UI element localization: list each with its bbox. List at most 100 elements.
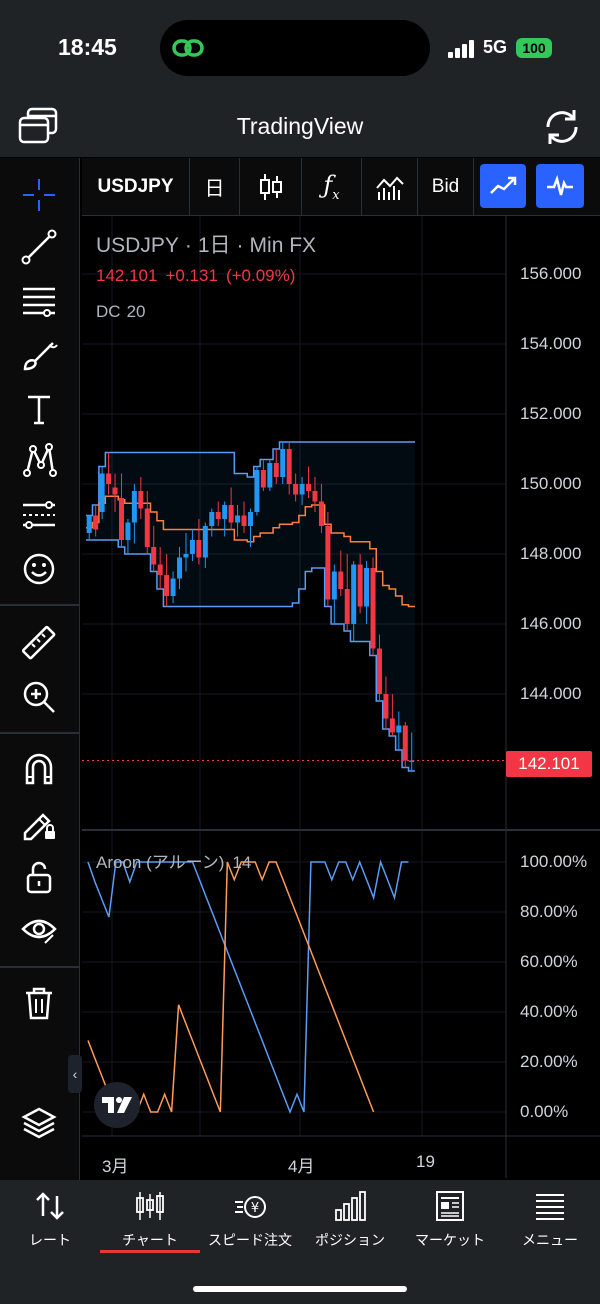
- legend-source: Min FX: [249, 234, 317, 257]
- candle: [376, 634, 382, 701]
- candle: [286, 442, 292, 495]
- bottom-nav: レート チャート ¥ スピード注文 ポジション: [0, 1180, 600, 1304]
- last-price-tag: 142.101: [506, 751, 592, 777]
- candle: [138, 477, 144, 519]
- aroon-axis-label: 100.00%: [520, 852, 588, 871]
- nav-speed-order[interactable]: ¥ スピード注文: [200, 1190, 300, 1252]
- candle: [157, 547, 163, 589]
- price-change-pct: (+0.09%): [225, 266, 296, 285]
- candle: [409, 732, 415, 771]
- legend-quote: 142.101 +0.131 (+0.09%): [96, 266, 303, 286]
- price-axis-label: 148.000: [520, 544, 582, 563]
- crosshair-icon: [23, 179, 55, 211]
- nav-market[interactable]: マーケット: [400, 1190, 500, 1252]
- unlock-tool[interactable]: [14, 854, 64, 900]
- donchian-upper: [86, 441, 415, 517]
- chart-type-button[interactable]: [240, 158, 302, 215]
- pencil-lock-icon: [23, 813, 55, 841]
- signal-icon: [448, 40, 474, 58]
- price-axis-label: 146.000: [520, 614, 582, 633]
- candle: [357, 554, 363, 614]
- emoji-tool[interactable]: [14, 546, 64, 592]
- ruler-icon: [21, 625, 56, 660]
- candle: [389, 694, 395, 736]
- nav-rate[interactable]: レート: [0, 1190, 100, 1252]
- aroon-legend[interactable]: Aroon (アルーン) 14: [96, 853, 252, 872]
- candle: [325, 512, 331, 607]
- candle: [106, 452, 112, 495]
- tradingview-logo[interactable]: [94, 1082, 140, 1128]
- candle: [196, 519, 202, 565]
- nav-chart[interactable]: チャート: [100, 1190, 200, 1252]
- chart-area[interactable]: USDJPY · 1日 · Min FX 142.101 +0.131 (+0.09%) D…: [82, 216, 600, 1178]
- candle: [93, 505, 99, 537]
- object-tree-tool[interactable]: [14, 1100, 64, 1146]
- time-axis-label: 3月: [102, 1157, 129, 1176]
- eye-icon: [21, 919, 57, 944]
- donchian-lower: [86, 539, 415, 772]
- candle: [241, 501, 247, 533]
- candle: [164, 554, 170, 607]
- measure-tool[interactable]: [14, 620, 64, 666]
- delete-tool[interactable]: [14, 980, 64, 1026]
- lock-drawings-tool[interactable]: [14, 800, 64, 846]
- nav-menu[interactable]: メニュー: [500, 1190, 600, 1252]
- bid-ask-selector[interactable]: Bid: [418, 158, 474, 215]
- symbol-selector[interactable]: USDJPY: [82, 158, 190, 215]
- candle: [99, 466, 105, 519]
- magnet-tool[interactable]: [14, 746, 64, 792]
- pulse-toggle[interactable]: [536, 164, 584, 208]
- aroon-axis-label: 20.00%: [520, 1052, 578, 1071]
- projection-tool[interactable]: [14, 492, 64, 538]
- toolbar-divider: [0, 732, 80, 734]
- brush-tool[interactable]: [14, 332, 64, 378]
- zoom-in-icon: [23, 681, 55, 713]
- candle: [144, 491, 150, 554]
- pulse-icon: [547, 174, 573, 196]
- layers-icon: [21, 1107, 57, 1139]
- legend-symbol[interactable]: USDJPY: [96, 234, 179, 257]
- candle: [267, 459, 273, 491]
- windows-icon[interactable]: [16, 104, 62, 148]
- aroon-axis-label: 40.00%: [520, 1002, 578, 1021]
- interval-selector[interactable]: 日: [190, 158, 240, 215]
- candle: [209, 508, 215, 537]
- refresh-icon[interactable]: [540, 105, 584, 149]
- battery-indicator: 100: [516, 38, 552, 58]
- candle: [273, 449, 279, 484]
- trend-line-tool[interactable]: [14, 224, 64, 270]
- pattern-icon: [23, 442, 57, 477]
- menu-icon: [536, 1194, 564, 1220]
- price-axis-label: 150.000: [520, 474, 582, 493]
- function-icon: ƒx: [323, 170, 340, 203]
- crosshair-tool[interactable]: [14, 172, 64, 218]
- text-tool[interactable]: [14, 386, 64, 432]
- fib-tool[interactable]: [14, 278, 64, 324]
- nav-position[interactable]: ポジション: [300, 1190, 400, 1252]
- pattern-tool[interactable]: [14, 438, 64, 484]
- candle: [222, 501, 228, 537]
- collapse-toolbar-button[interactable]: ‹: [68, 1055, 82, 1093]
- candles-icon: [136, 1192, 164, 1220]
- candlesticks: [86, 442, 415, 771]
- candle: [370, 557, 376, 656]
- compare-button[interactable]: [362, 158, 418, 215]
- price-axis-label: 154.000: [520, 334, 582, 353]
- candle: [189, 529, 195, 561]
- trade-line-toggle[interactable]: [480, 164, 526, 208]
- visibility-tool[interactable]: [14, 906, 64, 952]
- news-icon: [436, 1191, 464, 1221]
- trash-icon: [26, 987, 52, 1020]
- candle: [112, 473, 118, 512]
- indicators-button[interactable]: ƒx: [302, 158, 362, 215]
- aroon-axis-label: 60.00%: [520, 952, 578, 971]
- candle: [131, 484, 137, 544]
- legend-interval: 1日: [197, 234, 231, 257]
- candle: [402, 722, 408, 768]
- brush-icon: [23, 342, 58, 371]
- svg-text:¥: ¥: [251, 1201, 259, 1216]
- chart-canvas: [82, 216, 600, 1178]
- donchian-legend[interactable]: DC 20: [96, 302, 146, 321]
- zoom-tool[interactable]: [14, 674, 64, 720]
- active-tab-indicator: [100, 1250, 200, 1253]
